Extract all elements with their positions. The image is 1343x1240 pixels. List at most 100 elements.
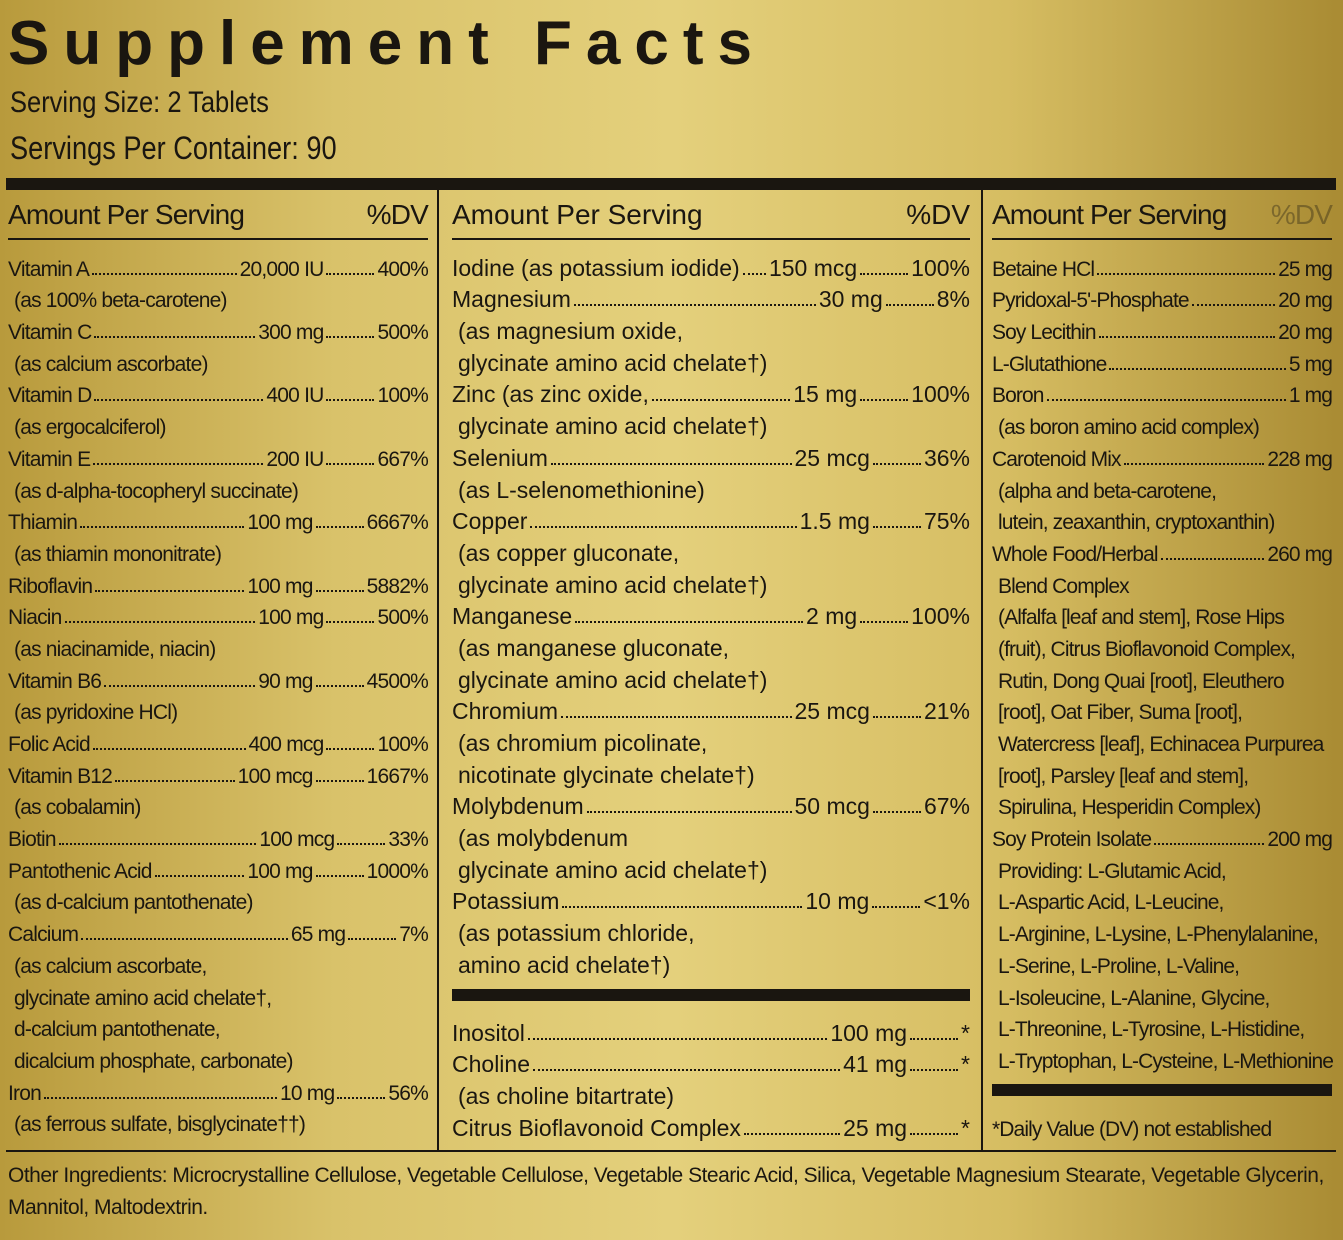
leader [337,1096,386,1099]
nutrient-name: Folic Acid [8,733,91,756]
amount: 100 mcg [237,764,314,788]
nutrient-note: nicotinate glycinate chelate†) [458,761,755,788]
leader [860,621,909,624]
nutrient-note: glycinate amino acid chelate†) [458,856,768,883]
leader [575,621,804,624]
nutrient-row: Soy Protein Isolate 200 mg [992,820,1333,852]
amount: 90 mg [258,669,313,693]
leader [115,779,235,782]
leader [315,874,364,877]
nutrient-note: [root], Oat Fiber, Suma [root], [998,701,1243,725]
nutrient-row: Betaine HCl 25 mg [992,250,1333,282]
nutrient-note: (as ferrous sulfate, bisglycinate††) [14,1113,306,1137]
nutrient-note: amino acid chelate†) [458,951,671,978]
daily-value: 6667% [366,511,429,535]
leader [326,272,375,275]
leader [1123,462,1265,465]
nutrient-name: Biotin [8,828,57,852]
column: Amount Per Serving %DV Betaine HCl 25 mg Pyr… [992,192,1334,1142]
leader [1046,399,1286,402]
nutrient-name: L-Glutathione [992,352,1107,376]
leader [550,462,792,465]
nutrient-note: Spirulina, Hesperidin Complex) [998,796,1261,820]
nutrient-note: Blend Complex [998,574,1130,598]
nutrient-name: Pantothenic Acid [8,859,152,883]
leader [80,526,245,529]
nutrient-row: Thiamin 100 mg 6667% [8,504,429,536]
leader [95,589,245,592]
leader [872,526,921,529]
amount: 10 mg [805,888,870,915]
column-header: Amount Per Serving %DV [452,192,970,240]
nutrient-name: Citrus Bioflavonoid Complex [452,1114,741,1141]
amount: 100 mg [247,574,313,598]
nutrient-name: Choline [452,1051,530,1078]
leader [93,462,264,465]
amount: 25 mcg [794,698,870,725]
daily-value: 4500% [366,669,429,693]
daily-value: 100% [377,733,428,756]
leader [742,272,766,275]
leader [1097,272,1276,275]
nutrient-note: L-Aspartic Acid, L-Leucine, [998,891,1224,915]
nutrient-row: L-Glutathione 5 mg [992,345,1333,377]
nutrient-note: L-Tryptophan, L-Cysteine, L-Methionine [998,1049,1334,1073]
daily-value: 21% [923,698,970,725]
nutrient-name: Pyridoxal-5'-Phosphate [992,289,1190,313]
amount: 200 IU [266,447,324,471]
amount: 200 mg [1267,828,1333,852]
nutrient-name: Vitamin A [8,257,90,281]
nutrient-row: Niacin 100 mg 500% [8,599,429,631]
nutrient-row: Soy Lecithin 20 mg [992,313,1333,345]
nutrient-row: Riboflavin 100 mg 5882% [8,567,429,599]
leader [1154,843,1265,846]
nutrient-note: L-Arginine, L-Lysine, L-Phenylalanine, [998,923,1319,947]
leader [860,399,909,402]
daily-value: 33% [388,828,428,852]
leader [326,621,375,624]
amount: 41 mg [843,1051,908,1078]
nutrient-note: (as pyridoxine HCl) [14,701,178,725]
daily-value: 1000% [366,859,429,883]
nutrient-name: Iron [8,1081,42,1105]
nutrient-row: Inositol 100 mg * [452,1015,970,1047]
servings-per-container: Servings Per Container: 90 [10,130,337,166]
nutrient-name: Molybdenum [452,793,584,820]
nutrient-row: Manganese 2 mg 100% [452,599,970,631]
nutrient-note: (as cobalamin) [14,796,141,820]
amount: 228 mg [1267,447,1333,471]
daily-value: 100% [911,254,970,281]
nutrient-row: Vitamin A 20,000 IU 400% [8,250,429,282]
daily-value: 500% [377,606,428,630]
leader [94,336,256,339]
nutrient-name: Inositol [452,1019,525,1046]
nutrient-name: Riboflavin [8,574,93,598]
nutrient-name: Thiamin [8,511,78,535]
daily-value: * [961,1051,970,1078]
amount-header: Amount Per Serving [992,199,1227,230]
amount: 25 mg [1278,257,1333,281]
amount: 5 mg [1288,352,1333,376]
amount: 20 mg [1278,289,1333,313]
leader [910,1037,959,1040]
nutrient-row: Iron 10 mg 56% [8,1074,429,1106]
nutrient-name: Vitamin E [8,447,91,471]
nutrient-row: Iodine (as potassium iodide) 150 mcg 100% [452,250,970,282]
other-ingredients: Other Ingredients: Microcrystalline Cell… [8,1164,1324,1219]
nutrient-name: Vitamin D [8,384,92,408]
daily-value: 100% [911,603,970,630]
nutrient-name: Chromium [452,698,559,725]
nutrient-name: Boron [992,384,1044,408]
leader [92,272,237,275]
daily-value: 1667% [366,764,429,788]
nutrient-note: (as niacinamide, niacin) [14,637,216,661]
nutrient-row: Potassium 10 mg <1% [452,884,970,916]
column: Amount Per Serving %DV Vitamin A 20,000 IU 4… [8,192,429,1137]
nutrient-note: (as magnesium oxide, [458,318,683,345]
nutrient-name: Potassium [452,888,560,915]
dv-header: %DV [366,199,429,230]
leader [573,304,816,307]
amount: 100 mg [258,606,324,630]
nutrient-note: (Alfalfa [leaf and stem], Rose Hips [998,606,1285,630]
nutrient-name: Iodine (as potassium iodide) [452,254,740,281]
